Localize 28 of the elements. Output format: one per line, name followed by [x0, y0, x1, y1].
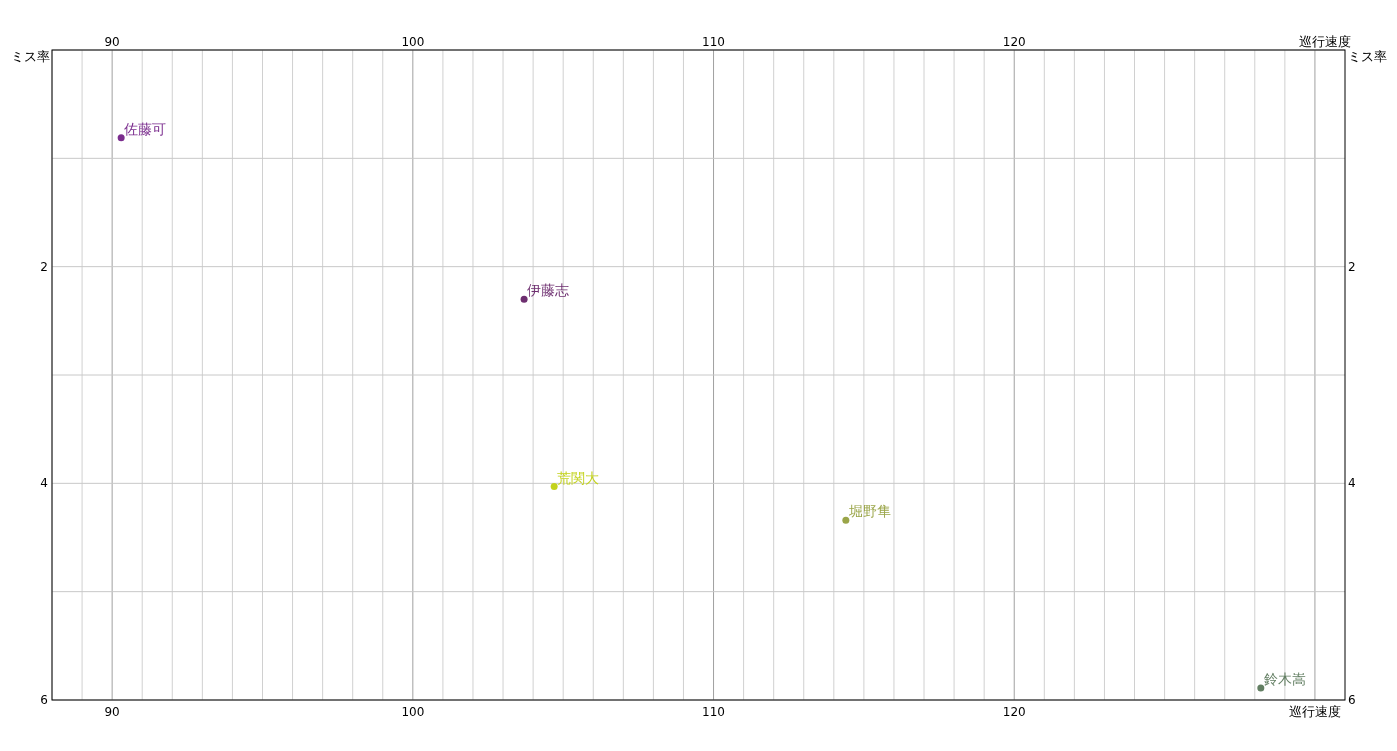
point — [550, 483, 558, 491]
series-label: 鈴木嵩 — [1263, 671, 1306, 688]
x-axis-title: 巡行速度 — [1289, 704, 1341, 719]
point — [842, 516, 850, 524]
x-tick-label: 100 — [401, 35, 425, 49]
series-label: 堀野隼 — [847, 503, 891, 520]
x2-axis-title: 巡行速度 — [1299, 34, 1351, 49]
point — [1257, 684, 1265, 692]
point — [520, 295, 528, 303]
series-label: 佐藤可 — [124, 120, 167, 137]
x2-tick-label: 90 — [104, 705, 120, 719]
x2-tick-label: 110 — [702, 705, 725, 719]
y2-tick-label: 6 — [1348, 693, 1356, 707]
x-tick-label: 90 — [104, 35, 120, 49]
series-label: 荒関大 — [557, 469, 600, 486]
y2-tick-label: 4 — [1348, 476, 1356, 491]
x2-tick-label: 120 — [1002, 705, 1026, 719]
x-tick-label: 110 — [702, 35, 725, 49]
y2-axis-title: ミス率 — [1348, 49, 1387, 64]
x2-tick-label: 100 — [401, 705, 425, 719]
series-label: 伊藤志 — [527, 282, 570, 299]
y-tick-label: 4 — [40, 476, 48, 491]
y-axis-title: ミス率 — [11, 49, 50, 64]
y2-tick-label: 2 — [1348, 259, 1356, 274]
y-tick-label: 2 — [40, 259, 48, 274]
x-tick-label: 120 — [1002, 35, 1026, 49]
point — [117, 134, 125, 142]
y-tick-label: 6 — [40, 693, 48, 707]
